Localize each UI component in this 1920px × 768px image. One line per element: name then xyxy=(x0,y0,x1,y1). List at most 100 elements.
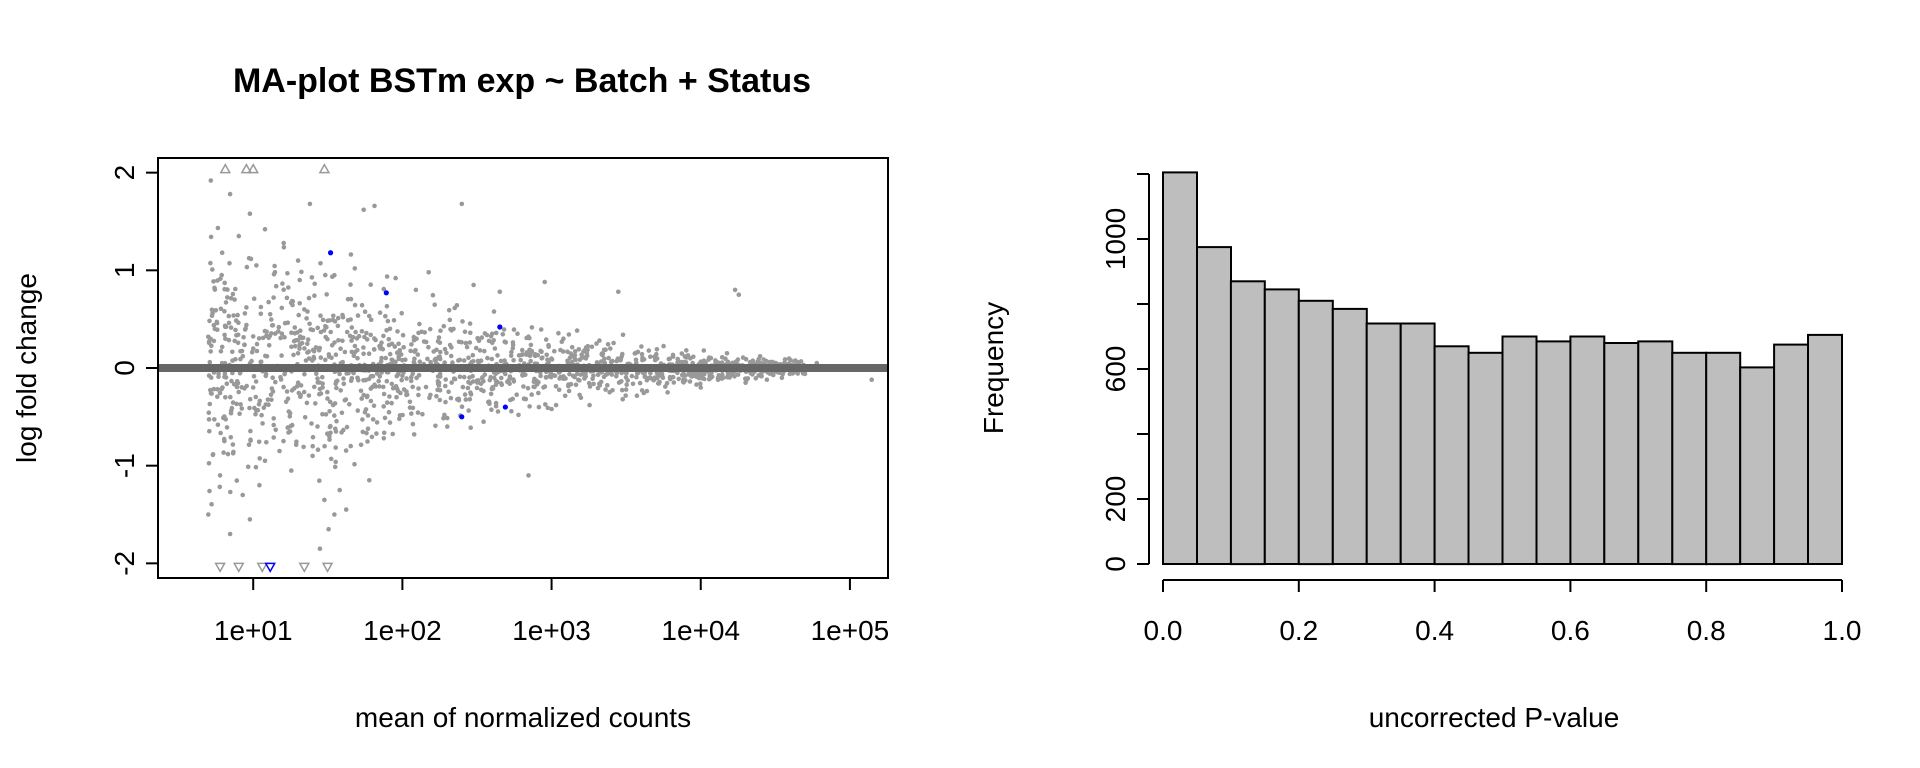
ma-point xyxy=(302,415,308,420)
ma-point xyxy=(389,357,395,363)
ma-point xyxy=(654,351,659,357)
ma-point xyxy=(630,381,636,387)
ma-point xyxy=(410,405,416,411)
ma-point xyxy=(360,417,365,422)
ma-point xyxy=(436,335,442,340)
ma-point xyxy=(724,351,730,356)
histogram-y-axis-label: Frequency xyxy=(978,302,1009,434)
ma-point xyxy=(207,401,213,407)
ma-point xyxy=(476,360,481,366)
ma-point xyxy=(750,358,756,364)
ma-point xyxy=(223,300,229,305)
ma-y-axis: -2 -1 0 1 2 xyxy=(109,165,158,576)
ma-plot-title: MA-plot BSTm exp ~ Batch + Status xyxy=(233,62,811,100)
ma-point xyxy=(381,384,386,390)
ma-point xyxy=(219,250,225,255)
ma-point xyxy=(247,211,253,216)
ma-point xyxy=(345,296,351,302)
ma-point xyxy=(273,427,279,433)
ma-point xyxy=(222,371,228,376)
histogram-bar xyxy=(1331,307,1368,565)
ma-point xyxy=(566,332,572,337)
ma-point xyxy=(292,343,298,349)
ma-point xyxy=(217,473,223,478)
ma-point xyxy=(384,274,390,279)
ma-point xyxy=(273,283,279,289)
ma-point xyxy=(235,340,241,346)
ma-point xyxy=(701,348,707,353)
ma-point xyxy=(307,321,312,327)
clipped-up-marker xyxy=(247,163,259,174)
ma-point xyxy=(706,357,711,362)
ma-point xyxy=(463,397,469,402)
ma-point xyxy=(433,423,438,429)
ma-point xyxy=(327,399,333,405)
ma-point xyxy=(289,344,294,350)
ma-point xyxy=(334,418,339,424)
ma-point xyxy=(389,381,395,387)
ma-point xyxy=(330,317,336,323)
ma-point xyxy=(225,287,230,292)
ma-point xyxy=(345,318,351,323)
ma-point xyxy=(452,305,458,311)
ma-point xyxy=(209,502,214,507)
ma-point xyxy=(427,326,433,332)
ma-point xyxy=(221,450,226,455)
ma-point xyxy=(271,272,277,277)
ma-point xyxy=(528,358,533,364)
ma-point xyxy=(355,408,361,413)
ma-point xyxy=(520,352,526,357)
ma-point xyxy=(387,351,393,357)
ma-point xyxy=(297,334,303,339)
ma-point xyxy=(324,292,330,297)
ma-point xyxy=(450,360,455,365)
ma-point xyxy=(211,279,216,284)
ma-point xyxy=(225,295,230,300)
ma-point xyxy=(343,448,349,453)
ma-point xyxy=(217,484,223,490)
ma-point xyxy=(250,385,256,390)
ma-y-tick-label: -1 xyxy=(109,453,140,478)
ma-point xyxy=(364,337,370,342)
ma-point xyxy=(459,404,465,410)
ma-point xyxy=(466,355,471,361)
histogram-bar xyxy=(1501,335,1538,565)
histogram-bar xyxy=(1297,299,1334,566)
ma-point xyxy=(486,338,492,344)
ma-point xyxy=(798,359,804,364)
ma-x-axis-label: mean of normalized counts xyxy=(355,702,691,733)
ma-point xyxy=(281,245,287,250)
ma-point xyxy=(423,384,429,390)
ma-point xyxy=(488,334,494,339)
ma-point xyxy=(520,373,525,378)
ma-point xyxy=(623,375,629,380)
ma-point xyxy=(230,349,235,355)
ma-point xyxy=(509,349,514,355)
significant-point xyxy=(502,404,508,410)
clipped-down-marker xyxy=(214,562,226,573)
ma-point xyxy=(248,437,253,443)
ma-point xyxy=(217,390,223,396)
ma-point xyxy=(224,381,230,387)
ma-point xyxy=(383,355,389,361)
ma-point xyxy=(637,380,643,386)
ma-point xyxy=(605,383,610,388)
ma-point xyxy=(281,287,287,293)
ma-point xyxy=(536,390,541,396)
ma-point xyxy=(229,405,235,411)
ma-y-axis-label: log fold change xyxy=(11,273,42,463)
ma-point xyxy=(237,411,242,417)
ma-point xyxy=(333,445,339,450)
ma-point xyxy=(260,421,265,426)
ma-point xyxy=(263,353,268,359)
ma-point xyxy=(291,352,296,358)
ma-x-tick-label: 1e+05 xyxy=(811,615,890,646)
ma-point xyxy=(595,385,601,391)
ma-point xyxy=(620,351,625,357)
ma-point xyxy=(539,356,544,361)
ma-point xyxy=(209,307,215,313)
ma-point xyxy=(247,517,253,522)
ma-point xyxy=(529,325,535,330)
ma-point xyxy=(597,338,602,343)
ma-point xyxy=(567,371,572,377)
